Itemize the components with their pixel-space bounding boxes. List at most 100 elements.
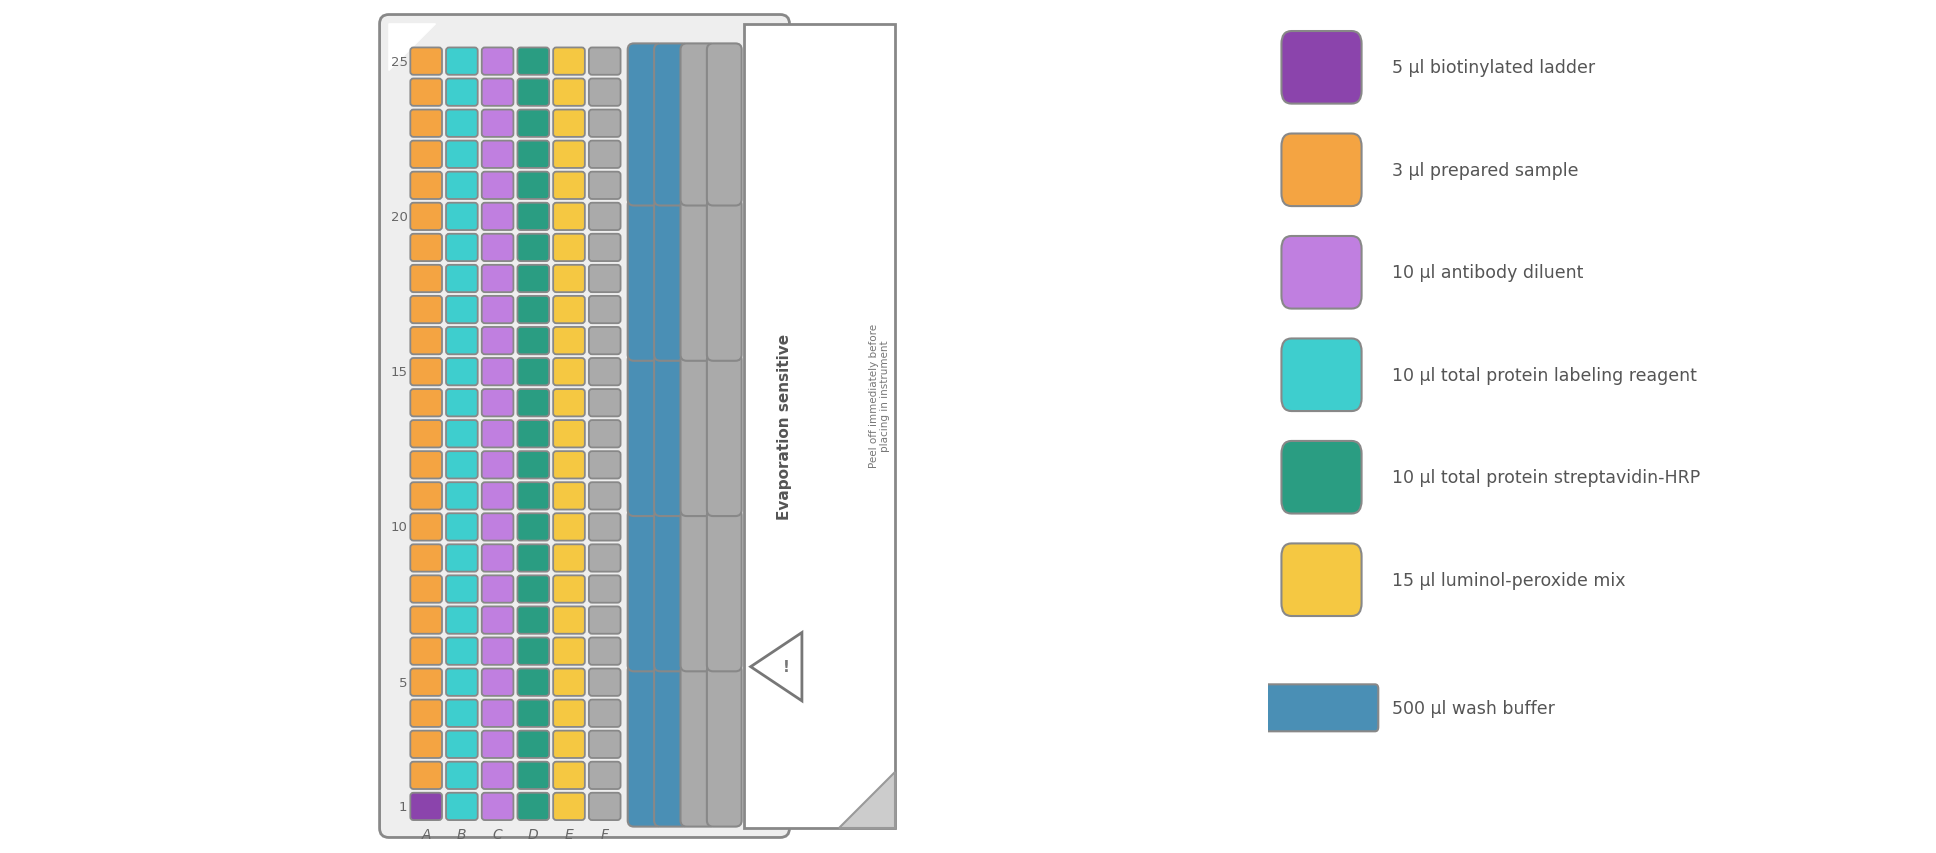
FancyBboxPatch shape: [445, 235, 478, 262]
FancyBboxPatch shape: [517, 762, 550, 789]
FancyBboxPatch shape: [554, 669, 585, 696]
FancyBboxPatch shape: [482, 172, 513, 200]
FancyBboxPatch shape: [482, 699, 513, 727]
FancyBboxPatch shape: [589, 297, 621, 324]
FancyBboxPatch shape: [517, 265, 550, 293]
Text: 5 µl biotinylated ladder: 5 µl biotinylated ladder: [1392, 59, 1595, 78]
FancyBboxPatch shape: [482, 792, 513, 820]
FancyBboxPatch shape: [517, 731, 550, 758]
FancyBboxPatch shape: [554, 514, 585, 541]
FancyBboxPatch shape: [482, 328, 513, 355]
FancyBboxPatch shape: [445, 49, 478, 76]
FancyBboxPatch shape: [517, 792, 550, 820]
FancyBboxPatch shape: [482, 514, 513, 541]
FancyBboxPatch shape: [554, 390, 585, 417]
FancyBboxPatch shape: [482, 390, 513, 417]
Text: C: C: [492, 827, 503, 841]
FancyBboxPatch shape: [445, 358, 478, 386]
Text: 10 µl total protein labeling reagent: 10 µl total protein labeling reagent: [1392, 366, 1696, 385]
FancyBboxPatch shape: [680, 664, 714, 827]
FancyBboxPatch shape: [410, 265, 441, 293]
FancyBboxPatch shape: [1282, 544, 1361, 616]
FancyBboxPatch shape: [517, 79, 550, 107]
FancyBboxPatch shape: [554, 49, 585, 76]
FancyBboxPatch shape: [517, 172, 550, 200]
FancyBboxPatch shape: [589, 172, 621, 200]
FancyBboxPatch shape: [554, 297, 585, 324]
FancyBboxPatch shape: [482, 731, 513, 758]
FancyBboxPatch shape: [517, 328, 550, 355]
FancyBboxPatch shape: [410, 328, 441, 355]
FancyBboxPatch shape: [410, 762, 441, 789]
Text: 10 µl antibody diluent: 10 µl antibody diluent: [1392, 264, 1584, 282]
FancyBboxPatch shape: [589, 358, 621, 386]
Text: 15: 15: [391, 366, 407, 379]
FancyBboxPatch shape: [482, 297, 513, 324]
FancyBboxPatch shape: [1264, 684, 1378, 731]
FancyBboxPatch shape: [410, 358, 441, 386]
FancyBboxPatch shape: [517, 110, 550, 137]
FancyBboxPatch shape: [589, 699, 621, 727]
FancyBboxPatch shape: [410, 606, 441, 634]
FancyBboxPatch shape: [410, 699, 441, 727]
FancyBboxPatch shape: [554, 792, 585, 820]
FancyBboxPatch shape: [589, 421, 621, 448]
FancyBboxPatch shape: [589, 792, 621, 820]
FancyBboxPatch shape: [554, 576, 585, 603]
FancyBboxPatch shape: [445, 483, 478, 510]
FancyBboxPatch shape: [482, 358, 513, 386]
FancyBboxPatch shape: [482, 235, 513, 262]
FancyBboxPatch shape: [627, 509, 662, 671]
FancyBboxPatch shape: [445, 110, 478, 137]
FancyBboxPatch shape: [554, 545, 585, 572]
FancyBboxPatch shape: [707, 664, 741, 827]
FancyBboxPatch shape: [589, 328, 621, 355]
FancyBboxPatch shape: [517, 545, 550, 572]
FancyBboxPatch shape: [445, 421, 478, 448]
FancyBboxPatch shape: [445, 514, 478, 541]
Text: B: B: [457, 827, 467, 841]
Polygon shape: [751, 633, 802, 701]
FancyBboxPatch shape: [589, 545, 621, 572]
FancyBboxPatch shape: [410, 451, 441, 479]
FancyBboxPatch shape: [410, 390, 441, 417]
FancyBboxPatch shape: [482, 606, 513, 634]
FancyBboxPatch shape: [707, 44, 741, 206]
FancyBboxPatch shape: [410, 514, 441, 541]
FancyBboxPatch shape: [517, 576, 550, 603]
FancyBboxPatch shape: [517, 638, 550, 665]
FancyBboxPatch shape: [482, 576, 513, 603]
FancyBboxPatch shape: [410, 545, 441, 572]
FancyBboxPatch shape: [482, 421, 513, 448]
FancyBboxPatch shape: [554, 606, 585, 634]
FancyBboxPatch shape: [445, 204, 478, 231]
FancyBboxPatch shape: [445, 79, 478, 107]
FancyBboxPatch shape: [589, 669, 621, 696]
FancyBboxPatch shape: [554, 699, 585, 727]
Polygon shape: [389, 25, 436, 72]
FancyBboxPatch shape: [482, 762, 513, 789]
Text: A: A: [422, 827, 432, 841]
FancyBboxPatch shape: [554, 110, 585, 137]
FancyBboxPatch shape: [445, 545, 478, 572]
FancyBboxPatch shape: [445, 606, 478, 634]
FancyBboxPatch shape: [445, 731, 478, 758]
FancyBboxPatch shape: [554, 358, 585, 386]
FancyBboxPatch shape: [517, 451, 550, 479]
FancyBboxPatch shape: [554, 451, 585, 479]
FancyBboxPatch shape: [482, 49, 513, 76]
FancyBboxPatch shape: [654, 44, 689, 206]
FancyBboxPatch shape: [445, 699, 478, 727]
FancyBboxPatch shape: [554, 204, 585, 231]
Text: 20: 20: [391, 211, 407, 223]
FancyBboxPatch shape: [379, 15, 790, 838]
Text: Evaporation sensitive: Evaporation sensitive: [778, 334, 792, 519]
FancyBboxPatch shape: [589, 390, 621, 417]
FancyBboxPatch shape: [410, 576, 441, 603]
FancyBboxPatch shape: [554, 328, 585, 355]
FancyBboxPatch shape: [517, 204, 550, 231]
FancyBboxPatch shape: [554, 265, 585, 293]
FancyBboxPatch shape: [410, 297, 441, 324]
FancyBboxPatch shape: [554, 421, 585, 448]
FancyBboxPatch shape: [410, 731, 441, 758]
